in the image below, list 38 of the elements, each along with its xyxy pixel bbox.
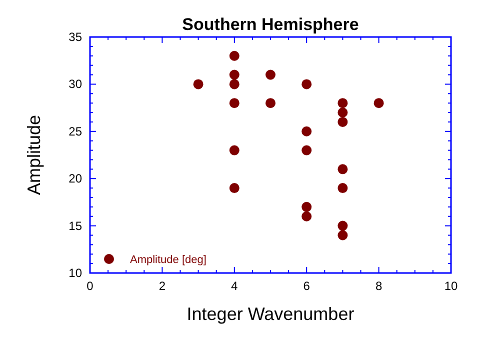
point	[338, 108, 348, 118]
x-tick-label: 4	[231, 279, 238, 293]
point	[302, 145, 312, 156]
y-tick-label: 25	[68, 124, 82, 138]
point	[338, 220, 348, 231]
point	[302, 79, 312, 90]
point	[302, 126, 312, 136]
point	[374, 98, 384, 108]
point	[193, 79, 204, 90]
point	[229, 183, 240, 194]
point	[338, 230, 348, 240]
point	[338, 98, 348, 108]
point	[229, 98, 240, 108]
x-tick-label: 10	[444, 279, 458, 293]
point	[302, 202, 312, 212]
y-axis-title: Amplitude	[24, 114, 44, 196]
point	[229, 70, 240, 80]
legend-label: Amplitude [deg]	[130, 254, 206, 266]
point	[338, 183, 348, 194]
chart-title: Southern Hemisphere	[182, 15, 359, 34]
y-tick-label: 30	[68, 77, 82, 92]
point	[229, 50, 240, 61]
point	[338, 164, 348, 174]
x-axis-title: Integer Wavenumber	[186, 304, 354, 324]
y-tick-label: 10	[68, 266, 82, 280]
y-tick-label: 20	[68, 172, 82, 186]
point	[338, 116, 348, 127]
y-tick-label: 35	[68, 30, 82, 44]
x-tick-label: 8	[375, 279, 382, 293]
point	[229, 145, 240, 156]
x-tick-label: 6	[303, 279, 310, 293]
point	[229, 79, 240, 90]
point	[266, 70, 276, 80]
point	[302, 211, 312, 222]
point	[266, 98, 276, 108]
x-tick-label: 2	[158, 279, 166, 293]
y-tick-label: 15	[68, 218, 82, 233]
x-tick-label: 0	[86, 279, 94, 293]
